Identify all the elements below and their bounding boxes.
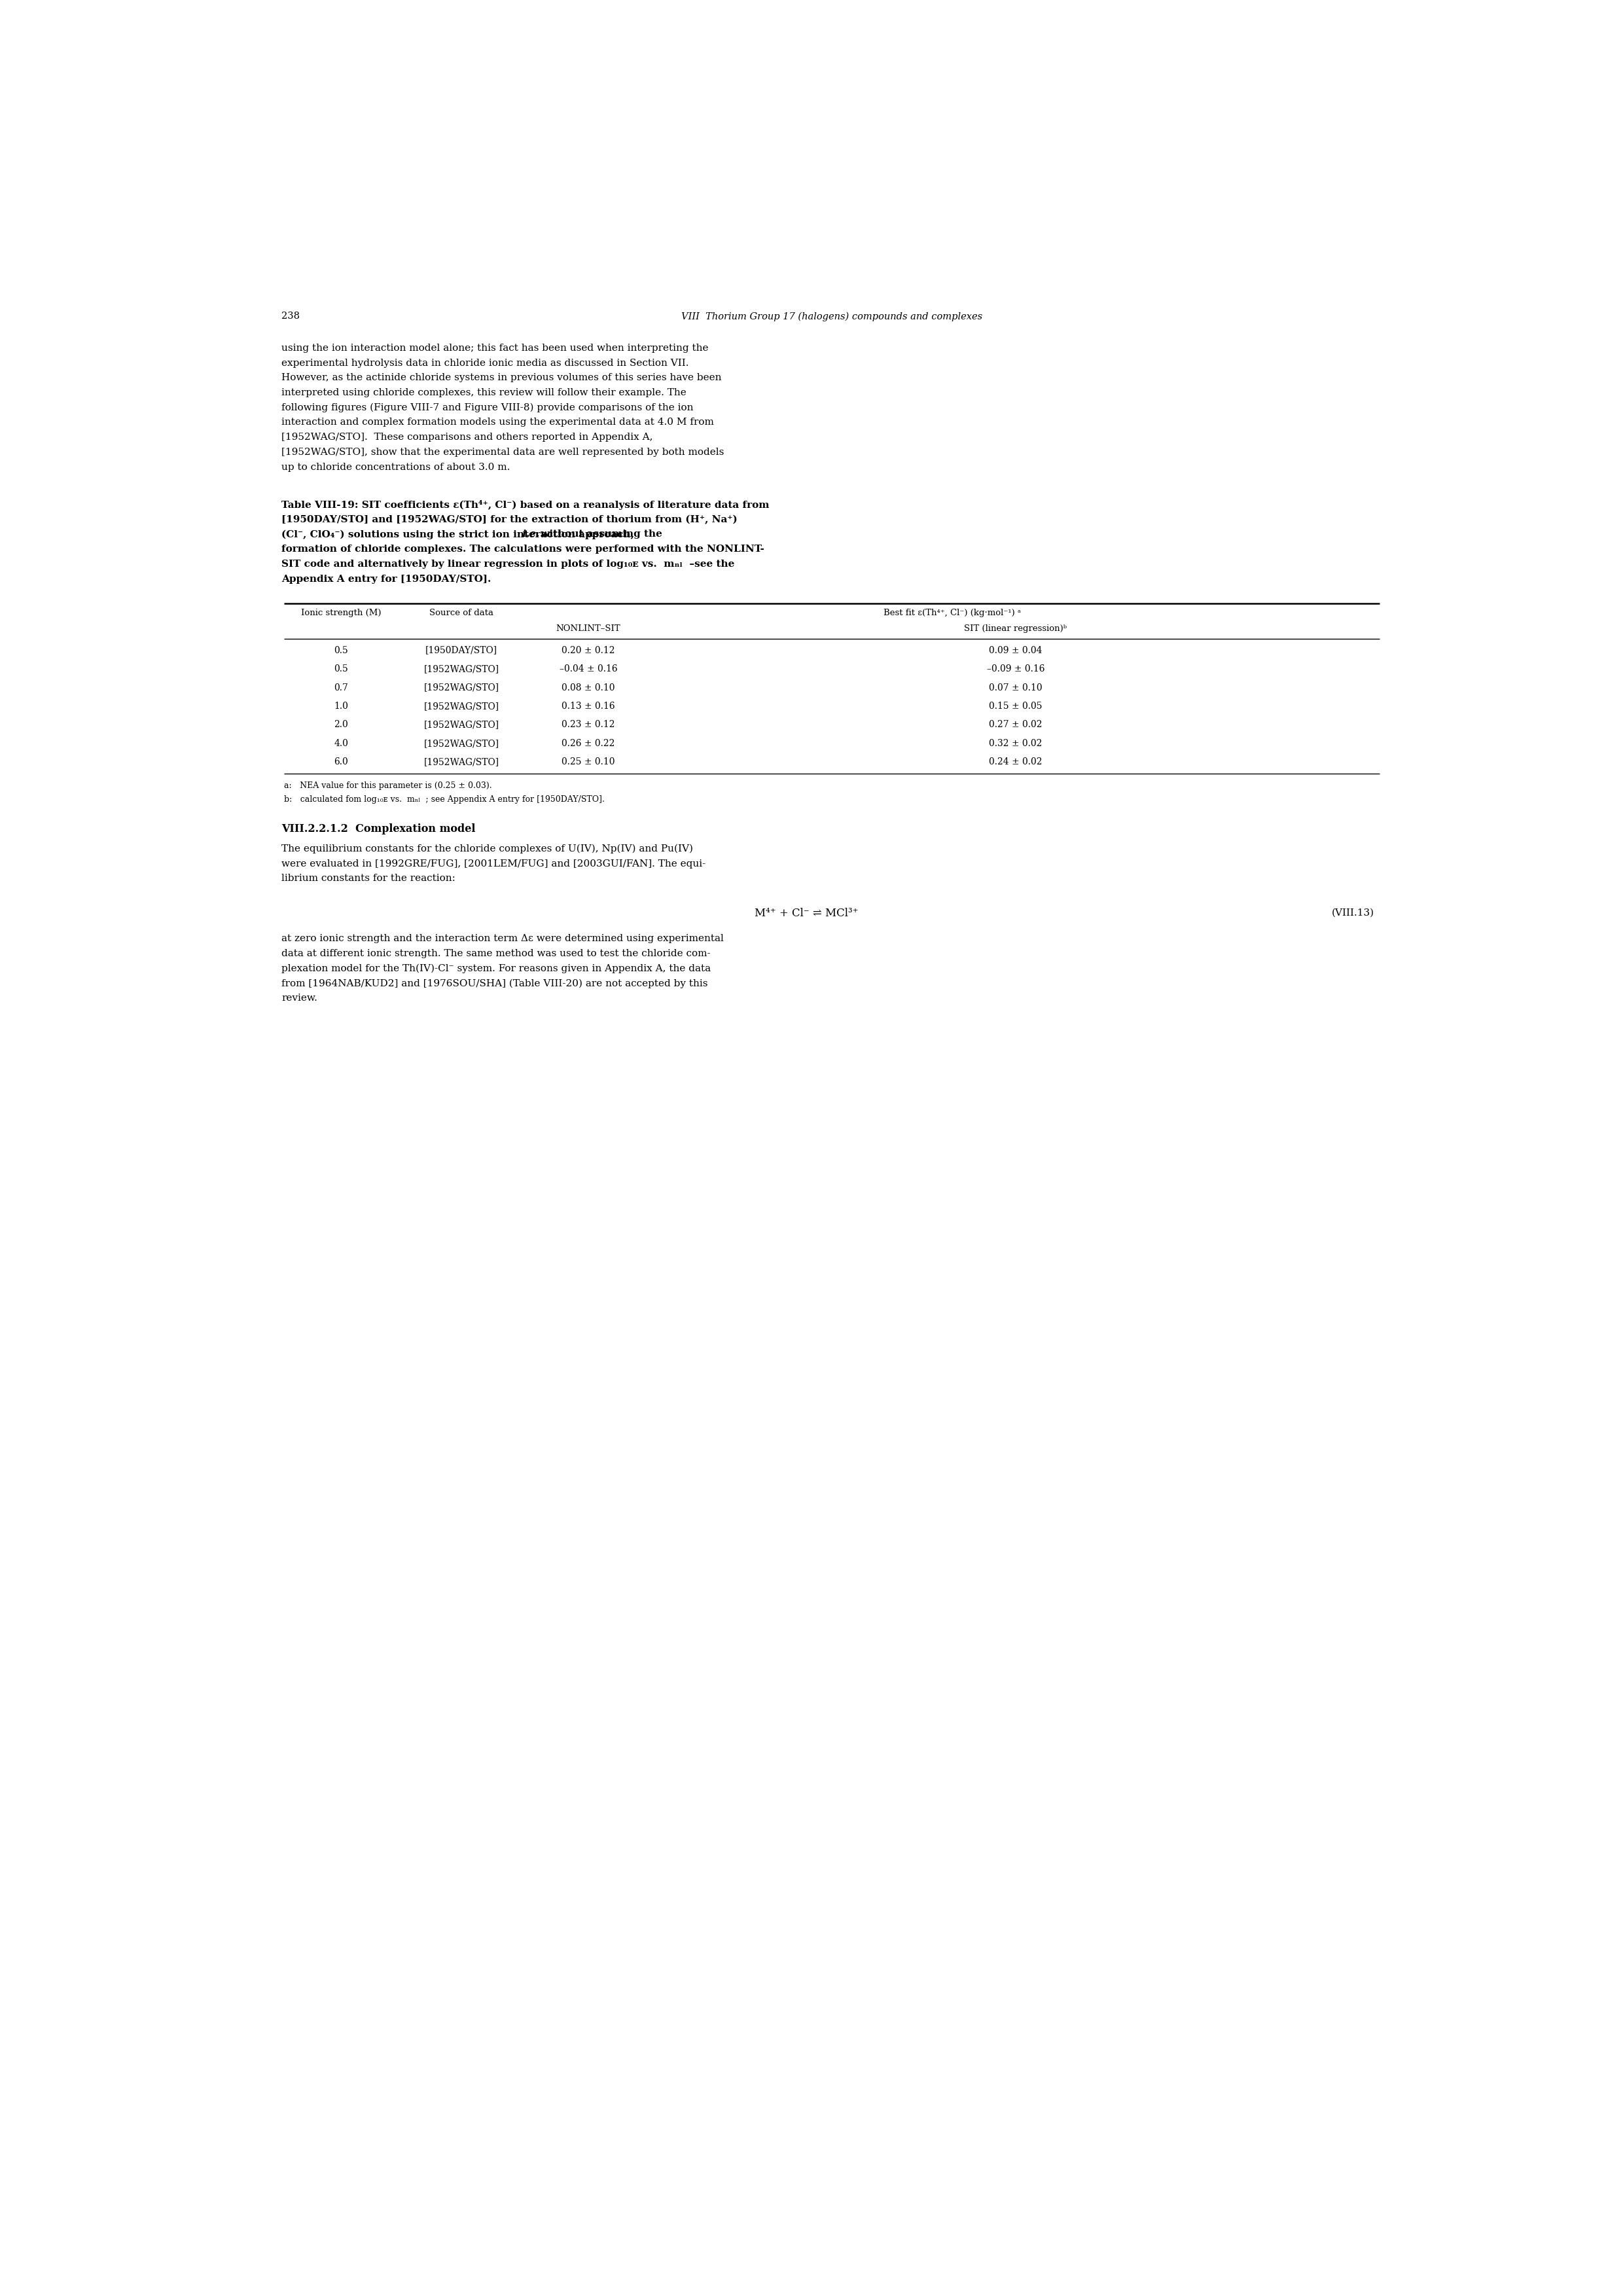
Text: [1950DAY/STO]: [1950DAY/STO] xyxy=(425,645,498,654)
Text: b: calculated fom log₁₀ᴇ vs.  mₙₗ  ; see Appendix A entry for [1950DAY/STO].: b: calculated fom log₁₀ᴇ vs. mₙₗ ; see A… xyxy=(284,794,605,804)
Text: 0.07 ± 0.10: 0.07 ± 0.10 xyxy=(988,682,1042,691)
Text: following figures (Figure VIII-7 and Figure VIII-8) provide comparisons of the i: following figures (Figure VIII-7 and Fig… xyxy=(281,404,693,413)
Text: 0.08 ± 0.10: 0.08 ± 0.10 xyxy=(562,682,615,691)
Text: (Cl⁻, ClO₄⁻) solutions using the strict ion interaction approach,: (Cl⁻, ClO₄⁻) solutions using the strict … xyxy=(281,530,635,540)
Text: using the ion interaction model alone; this fact has been used when interpreting: using the ion interaction model alone; t… xyxy=(281,344,709,354)
Text: 0.09 ± 0.04: 0.09 ± 0.04 xyxy=(988,645,1042,654)
Text: SIT (linear regression)ᵇ: SIT (linear regression)ᵇ xyxy=(964,625,1066,634)
Text: –0.04 ± 0.16: –0.04 ± 0.16 xyxy=(560,664,617,673)
Text: at zero ionic strength and the interaction term Δε were determined using experim: at zero ionic strength and the interacti… xyxy=(281,934,724,944)
Text: VIII.2.2.1.2  Complexation model: VIII.2.2.1.2 Complexation model xyxy=(281,822,476,833)
Text: 2.0: 2.0 xyxy=(334,721,349,730)
Text: 6.0: 6.0 xyxy=(334,758,349,767)
Text: Best fit ε(Th⁴⁺, Cl⁻) (kg·mol⁻¹) ᵃ: Best fit ε(Th⁴⁺, Cl⁻) (kg·mol⁻¹) ᵃ xyxy=(883,608,1021,618)
Text: from [1964NAB/KUD2] and [1976SOU/SHA] (Table VIII-20) are not accepted by this: from [1964NAB/KUD2] and [1976SOU/SHA] (T… xyxy=(281,978,708,987)
Text: 0.5: 0.5 xyxy=(334,664,349,673)
Text: 0.23 ± 0.12: 0.23 ± 0.12 xyxy=(562,721,615,730)
Text: Appendix A entry for [1950DAY/STO].: Appendix A entry for [1950DAY/STO]. xyxy=(281,574,492,583)
Text: up to chloride concentrations of about 3.0 m.: up to chloride concentrations of about 3… xyxy=(281,461,510,471)
Text: –0.09 ± 0.16: –0.09 ± 0.16 xyxy=(987,664,1045,673)
Text: [1952WAG/STO]: [1952WAG/STO] xyxy=(424,664,500,673)
Text: 4.0: 4.0 xyxy=(334,739,349,748)
Text: [1952WAG/STO]: [1952WAG/STO] xyxy=(424,739,500,748)
Text: i.e.: i.e. xyxy=(519,530,539,540)
Text: M⁴⁺ + Cl⁻ ⇌ MCl³⁺: M⁴⁺ + Cl⁻ ⇌ MCl³⁺ xyxy=(755,907,859,918)
Text: Table VIII-19: SIT coefficients ε(Th⁴⁺, Cl⁻) based on a reanalysis of literature: Table VIII-19: SIT coefficients ε(Th⁴⁺, … xyxy=(281,501,769,510)
Text: 238: 238 xyxy=(281,312,300,321)
Text: interaction and complex formation models using the experimental data at 4.0 M fr: interaction and complex formation models… xyxy=(281,418,714,427)
Text: [1952WAG/STO]: [1952WAG/STO] xyxy=(424,721,500,730)
Text: 1.0: 1.0 xyxy=(334,703,349,712)
Text: 0.26 ± 0.22: 0.26 ± 0.22 xyxy=(562,739,615,748)
Text: 0.25 ± 0.10: 0.25 ± 0.10 xyxy=(562,758,615,767)
Text: experimental hydrolysis data in chloride ionic media as discussed in Section VII: experimental hydrolysis data in chloride… xyxy=(281,358,688,367)
Text: Source of data: Source of data xyxy=(430,608,493,618)
Text: SIT code and alternatively by linear regression in plots of log₁₀ᴇ vs.  mₙₗ  –se: SIT code and alternatively by linear reg… xyxy=(281,560,735,569)
Text: [1950DAY/STO] and [1952WAG/STO] for the extraction of thorium from (H⁺, Na⁺): [1950DAY/STO] and [1952WAG/STO] for the … xyxy=(281,514,737,523)
Text: NONLINT–SIT: NONLINT–SIT xyxy=(557,625,620,634)
Text: interpreted using chloride complexes, this review will follow their example. The: interpreted using chloride complexes, th… xyxy=(281,388,687,397)
Text: [1952WAG/STO].  These comparisons and others reported in Appendix A,: [1952WAG/STO]. These comparisons and oth… xyxy=(281,432,652,441)
Text: without assuming the: without assuming the xyxy=(537,530,662,540)
Text: However, as the actinide chloride systems in previous volumes of this series hav: However, as the actinide chloride system… xyxy=(281,374,722,383)
Text: Ionic strength (M): Ionic strength (M) xyxy=(300,608,381,618)
Text: a: NEA value for this parameter is (0.25 ± 0.03).: a: NEA value for this parameter is (0.25… xyxy=(284,781,492,790)
Text: data at different ionic strength. The same method was used to test the chloride : data at different ionic strength. The sa… xyxy=(281,948,711,957)
Text: 0.27 ± 0.02: 0.27 ± 0.02 xyxy=(988,721,1042,730)
Text: 0.24 ± 0.02: 0.24 ± 0.02 xyxy=(988,758,1042,767)
Text: 0.20 ± 0.12: 0.20 ± 0.12 xyxy=(562,645,615,654)
Text: formation of chloride complexes. The calculations were performed with the NONLIN: formation of chloride complexes. The cal… xyxy=(281,544,764,553)
Text: 0.32 ± 0.02: 0.32 ± 0.02 xyxy=(988,739,1042,748)
Text: 0.5: 0.5 xyxy=(334,645,349,654)
Text: were evaluated in [1992GRE/FUG], [2001LEM/FUG] and [2003GUI/FAN]. The equi-: were evaluated in [1992GRE/FUG], [2001LE… xyxy=(281,859,706,868)
Text: [1952WAG/STO]: [1952WAG/STO] xyxy=(424,703,500,712)
Text: [1952WAG/STO]: [1952WAG/STO] xyxy=(424,758,500,767)
Text: 0.7: 0.7 xyxy=(334,682,349,691)
Text: [1952WAG/STO]: [1952WAG/STO] xyxy=(424,682,500,691)
Text: (VIII.13): (VIII.13) xyxy=(1332,907,1375,916)
Text: The equilibrium constants for the chloride complexes of U(IV), Np(IV) and Pu(IV): The equilibrium constants for the chlori… xyxy=(281,845,693,854)
Text: review.: review. xyxy=(281,994,318,1003)
Text: VIII  Thorium Group 17 (halogens) compounds and complexes: VIII Thorium Group 17 (halogens) compoun… xyxy=(682,312,982,321)
Text: 0.13 ± 0.16: 0.13 ± 0.16 xyxy=(562,703,615,712)
Text: librium constants for the reaction:: librium constants for the reaction: xyxy=(281,875,456,884)
Text: plexation model for the Th(IV)-Cl⁻ system. For reasons given in Appendix A, the : plexation model for the Th(IV)-Cl⁻ syste… xyxy=(281,964,711,974)
Text: 0.15 ± 0.05: 0.15 ± 0.05 xyxy=(988,703,1042,712)
Text: [1952WAG/STO], show that the experimental data are well represented by both mode: [1952WAG/STO], show that the experimenta… xyxy=(281,448,724,457)
